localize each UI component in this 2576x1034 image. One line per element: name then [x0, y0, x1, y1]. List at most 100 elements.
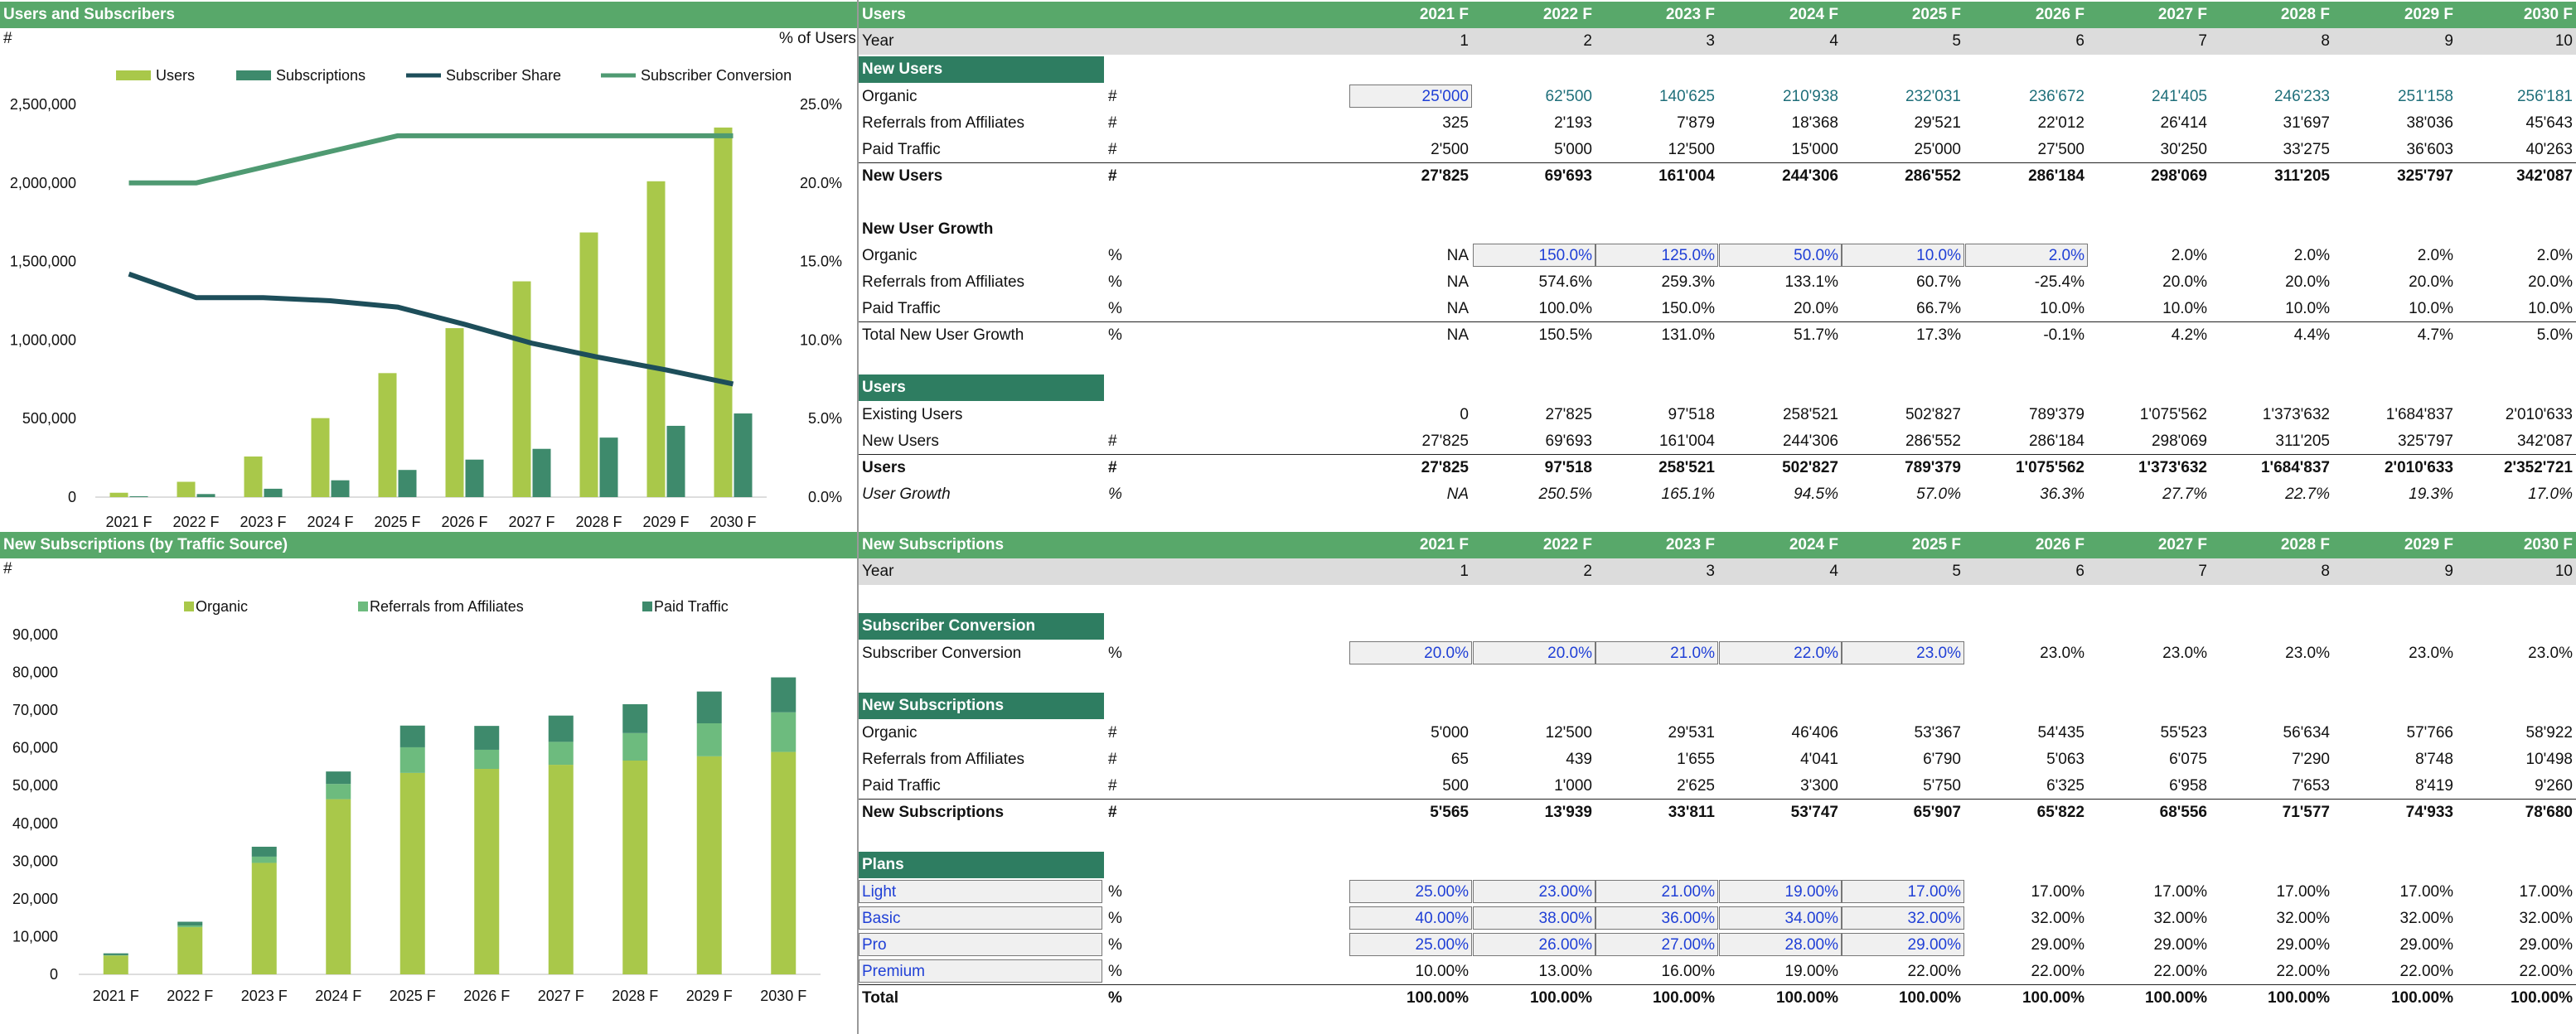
cell-value[interactable]: 32.00% — [1907, 910, 1961, 927]
input-cell[interactable] — [1842, 641, 1964, 664]
input-cell[interactable] — [1349, 641, 1472, 664]
cell-value[interactable]: 26.00% — [1538, 936, 1592, 954]
users-bar — [579, 232, 598, 497]
year-header: 2021 F — [1419, 536, 1469, 553]
cell-value: 256'181 — [2516, 88, 2573, 105]
cell-value[interactable]: 10.0% — [1916, 247, 1961, 264]
cell-value: 789'379 — [1905, 459, 1961, 476]
cell-value[interactable]: 25.00% — [1415, 883, 1469, 901]
input-cell[interactable] — [1473, 641, 1595, 664]
input-cell[interactable] — [1965, 244, 2088, 267]
cell-value[interactable]: 20.0% — [1424, 645, 1469, 662]
legend-swatch — [116, 70, 151, 80]
input-cell[interactable] — [1349, 880, 1472, 903]
cell-value[interactable]: 50.0% — [1794, 247, 1838, 264]
cell-value[interactable]: 25.00% — [1415, 936, 1469, 954]
input-cell[interactable] — [1719, 244, 1842, 267]
cell-value[interactable]: 25'000 — [1421, 88, 1469, 105]
year-header: 2024 F — [1789, 536, 1838, 553]
stacked-bar-segment — [622, 703, 648, 733]
cell-value[interactable]: 27.00% — [1661, 936, 1715, 954]
row-unit: # — [1108, 724, 1117, 742]
input-cell[interactable] — [1595, 641, 1718, 664]
y-tick-label: 30,000 — [12, 853, 58, 869]
input-cell[interactable] — [1719, 641, 1842, 664]
input-cell[interactable] — [1473, 244, 1595, 267]
cell-value: 97'518 — [1668, 406, 1715, 423]
cell-value[interactable]: 21.0% — [1670, 645, 1715, 662]
cell-value[interactable]: 28.00% — [1784, 936, 1838, 954]
cell-value: 133.1% — [1784, 273, 1838, 291]
cell-value: 12'500 — [1668, 141, 1715, 158]
cell-value: 27'500 — [2037, 141, 2085, 158]
cell-value: 54'435 — [2037, 724, 2085, 742]
year-header: 2024 F — [1789, 6, 1838, 23]
row-label: Referrals from Affiliates — [862, 273, 1025, 291]
cell-value[interactable]: 20.0% — [1547, 645, 1592, 662]
cell-value: 56'634 — [2283, 724, 2330, 742]
cell-value[interactable]: 38.00% — [1538, 910, 1592, 927]
input-cell[interactable] — [1473, 906, 1595, 930]
cell-value: 20.0% — [2162, 273, 2207, 291]
cell-value[interactable]: 22.0% — [1794, 645, 1838, 662]
input-cell[interactable] — [1842, 244, 1964, 267]
panel-title-text: New Subscriptions (by Traffic Source) — [3, 536, 288, 553]
cell-value[interactable]: 23.0% — [1916, 645, 1961, 662]
cell-value[interactable]: 23.00% — [1538, 883, 1592, 901]
cell-value[interactable]: 150.0% — [1538, 247, 1592, 264]
year-header: 2022 F — [1542, 6, 1592, 23]
cell-value: 1'684'837 — [2385, 406, 2453, 423]
y2-tick-label: 0.0% — [808, 489, 842, 505]
input-cell[interactable] — [1595, 880, 1718, 903]
input-cell[interactable] — [1595, 906, 1718, 930]
input-cell[interactable] — [1473, 933, 1595, 956]
cell-value: 13'939 — [1544, 804, 1592, 821]
input-cell[interactable] — [1719, 880, 1842, 903]
stacked-bar-segment — [103, 955, 128, 974]
cell-value: 45'643 — [2525, 114, 2573, 132]
cell-value: 100.00% — [1406, 989, 1469, 1007]
cell-value: 20.0% — [2528, 273, 2573, 291]
cell-value[interactable]: 40.00% — [1415, 910, 1469, 927]
cell-value: 251'158 — [2397, 88, 2453, 105]
cell-value[interactable]: 125.0% — [1661, 247, 1715, 264]
y-tick-label: 0 — [68, 489, 76, 505]
input-cell[interactable] — [1719, 933, 1842, 956]
cell-value[interactable]: 29.00% — [1907, 936, 1961, 954]
year-header: 9 — [2444, 32, 2453, 50]
cell-value[interactable]: 21.00% — [1661, 883, 1715, 901]
cell-value[interactable]: 2.0% — [2048, 247, 2085, 264]
input-cell[interactable] — [1349, 906, 1472, 930]
y-tick-label: 40,000 — [12, 815, 58, 832]
cell-value: 66.7% — [1916, 300, 1961, 317]
year-header: 1 — [1460, 32, 1469, 50]
legend-swatch — [642, 602, 652, 611]
x-tick-label: 2029 F — [686, 988, 733, 1004]
input-cell[interactable] — [1349, 85, 1472, 108]
cell-value: 29'521 — [1914, 114, 1961, 132]
y-tick-label: 20,000 — [12, 891, 58, 907]
input-cell[interactable] — [1842, 906, 1964, 930]
input-cell[interactable] — [1473, 880, 1595, 903]
input-cell[interactable] — [1842, 933, 1964, 956]
users-bar — [244, 456, 263, 497]
input-cell[interactable] — [1719, 906, 1842, 930]
input-cell[interactable] — [1842, 880, 1964, 903]
cell-value[interactable]: 17.00% — [1907, 883, 1961, 901]
cell-value: 502'827 — [1782, 459, 1838, 476]
input-cell[interactable] — [1595, 244, 1718, 267]
cell-value: 26'414 — [2160, 114, 2207, 132]
cell-value[interactable]: 19.00% — [1784, 883, 1838, 901]
cell-value: 161'004 — [1658, 432, 1715, 450]
label-cell-box — [859, 933, 1102, 956]
cell-value: 58'922 — [2525, 724, 2573, 742]
cell-value: 17.00% — [2276, 883, 2330, 901]
cell-value: 2.0% — [2417, 247, 2453, 264]
cell-value[interactable]: 34.00% — [1784, 910, 1838, 927]
input-cell[interactable] — [1349, 933, 1472, 956]
cell-value: 250.5% — [1538, 486, 1592, 503]
cell-value[interactable]: 36.00% — [1661, 910, 1715, 927]
cell-value: 36'603 — [2406, 141, 2453, 158]
x-tick-label: 2026 F — [441, 514, 487, 530]
input-cell[interactable] — [1595, 933, 1718, 956]
